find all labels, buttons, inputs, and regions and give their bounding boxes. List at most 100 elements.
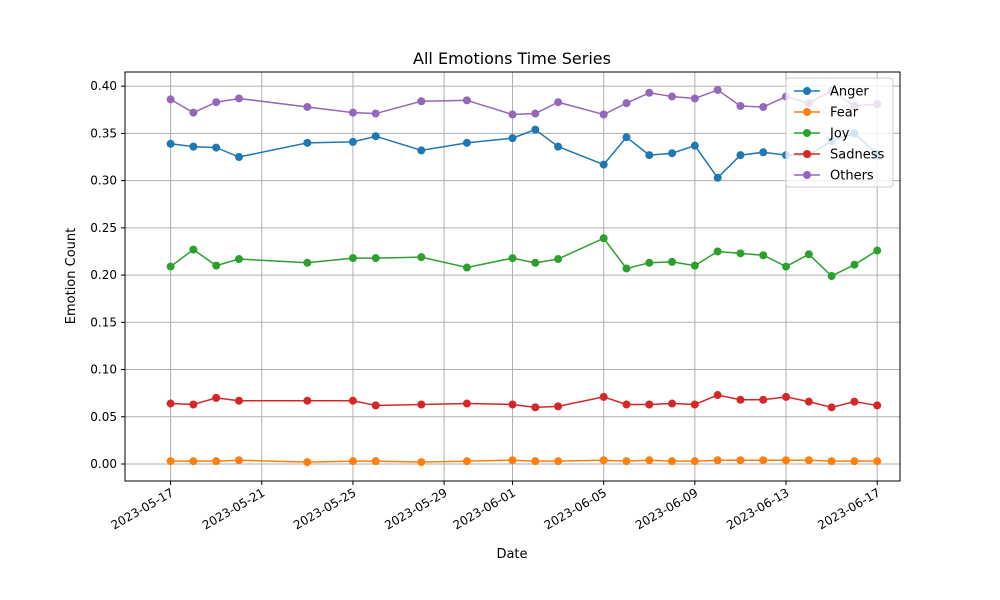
data-point-sadness — [303, 396, 312, 405]
data-point-joy — [189, 245, 198, 254]
data-point-sadness — [622, 400, 631, 409]
data-point-joy — [736, 249, 745, 258]
y-axis-label: Emotion Count — [64, 228, 79, 324]
data-point-others — [713, 85, 722, 94]
data-point-joy — [508, 254, 517, 263]
data-point-joy — [622, 264, 631, 273]
data-point-joy — [873, 246, 882, 255]
data-point-sadness — [873, 401, 882, 410]
series-layer — [166, 85, 882, 467]
data-point-sadness — [782, 392, 791, 401]
data-point-others — [759, 102, 768, 111]
data-point-joy — [234, 255, 243, 264]
y-axis: 0.00 0.05 0.10 0.15 0.20 0.25 0.30 0.35 0.40 — [90, 79, 125, 471]
data-point-others — [371, 109, 380, 118]
data-point-others — [622, 99, 631, 108]
legend-marker-sadness — [803, 150, 811, 158]
legend-label-sadness: Sadness — [830, 148, 884, 163]
x-tick-label: 2023-05-25 — [291, 485, 358, 532]
data-point-fear — [166, 457, 175, 466]
data-point-joy — [804, 250, 813, 259]
data-point-fear — [417, 458, 426, 467]
series-others — [166, 85, 882, 119]
legend-marker-anger — [803, 87, 811, 95]
x-tick-label: 2023-06-17 — [815, 485, 882, 532]
data-point-sadness — [827, 403, 836, 412]
data-point-anger — [234, 153, 243, 162]
data-point-joy — [303, 258, 312, 267]
data-point-anger — [599, 160, 608, 169]
data-point-fear — [622, 457, 631, 466]
series-line-anger — [170, 128, 878, 179]
y-tick-label: 0.00 — [90, 457, 117, 471]
data-point-anger — [462, 138, 471, 147]
x-tick-label: 2023-06-05 — [542, 485, 609, 532]
data-point-sadness — [554, 402, 563, 411]
data-point-fear — [690, 457, 699, 466]
x-tick-label: 2023-06-13 — [724, 485, 791, 532]
data-point-joy — [599, 234, 608, 243]
data-point-anger — [668, 149, 677, 158]
grid-lines — [125, 72, 900, 481]
series-sadness — [166, 391, 882, 412]
data-point-fear — [531, 457, 540, 466]
y-tick-label: 0.30 — [90, 174, 117, 188]
data-point-joy — [827, 272, 836, 281]
data-point-joy — [782, 262, 791, 271]
data-point-others — [508, 110, 517, 119]
y-tick-label: 0.35 — [90, 126, 117, 140]
data-point-others — [668, 92, 677, 101]
y-tick-label: 0.20 — [90, 268, 117, 282]
data-point-others — [212, 98, 221, 107]
data-point-fear — [303, 458, 312, 467]
data-point-fear — [508, 456, 517, 465]
data-point-anger — [736, 151, 745, 160]
x-axis: 2023-05-17 2023-05-21 2023-05-25 2023-05-29… — [109, 481, 883, 532]
data-point-fear — [804, 456, 813, 465]
x-tick-label: 2023-06-01 — [451, 485, 518, 532]
data-point-sadness — [736, 395, 745, 404]
data-point-joy — [212, 261, 221, 270]
data-point-fear — [371, 457, 380, 466]
data-point-joy — [645, 258, 654, 267]
legend-marker-fear — [803, 108, 811, 116]
data-point-anger — [690, 141, 699, 150]
data-point-anger — [508, 134, 517, 143]
data-point-sadness — [166, 399, 175, 408]
y-tick-label: 0.05 — [90, 410, 117, 424]
data-point-fear — [599, 456, 608, 465]
legend-label-joy: Joy — [829, 127, 850, 142]
data-point-sadness — [234, 396, 243, 405]
legend-marker-joy — [803, 129, 811, 137]
series-anger — [166, 125, 882, 182]
data-point-others — [554, 98, 563, 107]
x-tick-label: 2023-05-17 — [109, 485, 176, 532]
data-point-anger — [645, 151, 654, 160]
data-point-sadness — [348, 396, 357, 405]
x-tick-label: 2023-06-09 — [633, 485, 700, 532]
x-axis-label: Date — [496, 547, 527, 562]
data-point-sadness — [417, 400, 426, 409]
data-point-joy — [850, 260, 859, 269]
data-point-joy — [668, 257, 677, 266]
data-point-others — [417, 97, 426, 106]
chart-title: All Emotions Time Series — [413, 49, 611, 68]
data-point-fear — [348, 457, 357, 466]
legend: Anger Fear Joy Sadness Others — [785, 77, 894, 188]
legend-box — [785, 77, 894, 188]
data-point-others — [303, 102, 312, 111]
data-point-fear — [850, 457, 859, 466]
data-point-others — [599, 110, 608, 119]
data-point-joy — [417, 253, 426, 262]
series-line-fear — [170, 459, 878, 463]
data-point-others — [189, 108, 198, 117]
data-point-fear — [645, 456, 654, 465]
data-point-joy — [759, 251, 768, 260]
data-point-fear — [554, 457, 563, 466]
data-point-sadness — [462, 399, 471, 408]
data-point-fear — [759, 456, 768, 465]
data-point-joy — [348, 254, 357, 263]
data-point-anger — [531, 125, 540, 134]
data-point-anger — [348, 137, 357, 146]
data-point-others — [736, 102, 745, 111]
